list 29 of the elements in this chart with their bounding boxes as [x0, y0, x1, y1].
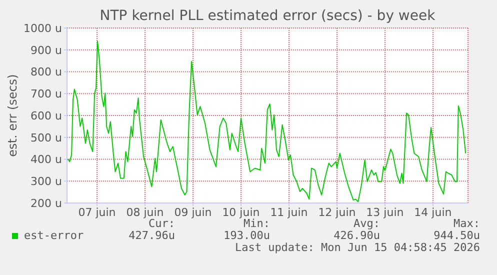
y-axis-title: est. err (secs) — [5, 74, 20, 157]
x-tick-label: 14 juin — [414, 206, 452, 219]
x-tick-label: 13 juin — [366, 206, 404, 219]
y-tick-label: 900 u — [30, 44, 62, 57]
y-tick-label: 1000 u — [24, 22, 62, 35]
y-tick-label: 200 u — [30, 196, 62, 210]
legend-label: est-error — [23, 229, 84, 242]
text: Max: — [454, 217, 480, 230]
y-tick-label: 600 u — [30, 109, 62, 122]
text: Min: — [244, 217, 270, 230]
text: 426.90u — [334, 229, 380, 242]
x-tick-label: 09 juin — [174, 206, 212, 219]
chart-title: NTP kernel PLL estimated error (secs) - by week — [98, 8, 436, 24]
x-tick-label: 07 juin — [78, 206, 116, 219]
text: 193.00u — [224, 229, 270, 242]
y-tick-label: 800 u — [30, 66, 62, 79]
y-tick-label: 700 u — [30, 88, 62, 101]
y-tick-label: 300 u — [30, 175, 62, 188]
text: Last update: Mon Jun 15 04:58:45 2026 — [234, 241, 480, 254]
text: 427.96u — [128, 229, 175, 242]
text: 944.50u — [434, 229, 480, 242]
x-tick-label: 10 juin — [222, 206, 260, 219]
text: Cur: — [148, 217, 175, 230]
y-tick-label: 500 u — [30, 131, 62, 144]
x-tick-label: 08 juin — [126, 206, 164, 219]
text: Avg: — [354, 217, 380, 230]
y-tick-label: 400 u — [30, 153, 62, 166]
x-tick-label: 12 juin — [318, 206, 356, 219]
x-tick-label: 11 juin — [270, 206, 308, 219]
